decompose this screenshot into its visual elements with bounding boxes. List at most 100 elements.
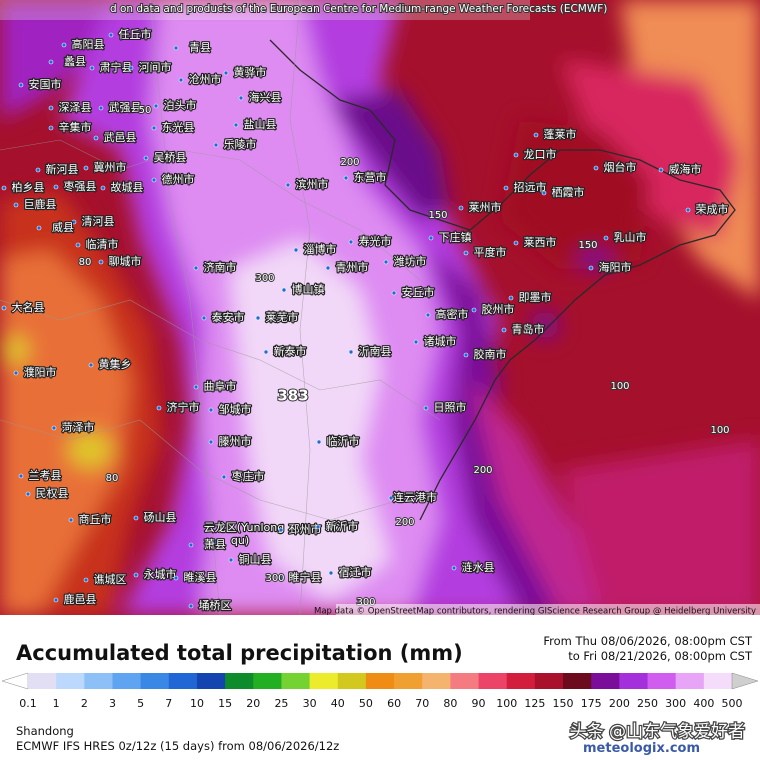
colorbar-tick-label: 7 <box>165 697 172 710</box>
city-dot <box>25 491 31 497</box>
city-label: 新沂市 <box>326 519 359 533</box>
city-dot <box>316 439 322 445</box>
contour-label: 100 <box>710 425 729 436</box>
city-label: 睢溪县 <box>184 571 217 584</box>
colorbar-bin <box>675 673 705 689</box>
coastline <box>269 39 736 521</box>
city-dot <box>53 184 59 190</box>
city-label: 乳山市 <box>614 230 647 244</box>
contour-label: 200 <box>395 517 414 528</box>
city-dot <box>223 70 229 76</box>
city-label: 海阳市 <box>599 260 632 274</box>
colorbar-tick-label: 500 <box>722 697 743 710</box>
city-label: 济宁市 <box>167 400 200 414</box>
city-dot <box>458 205 464 211</box>
city-label: 诸城市 <box>424 334 457 348</box>
contour-label: 150 <box>428 210 447 221</box>
colorbar-bin <box>168 673 198 689</box>
contour-label: 150 <box>578 240 597 251</box>
city-label: 连云港市 <box>393 490 437 504</box>
city-dot <box>1 305 7 311</box>
city-dot <box>51 425 57 431</box>
city-dot <box>193 265 199 271</box>
city-label: 肃宁县 <box>100 60 133 74</box>
city-label: 青岛市 <box>512 322 545 336</box>
city-label: 栖霞市 <box>552 185 585 199</box>
city-dot <box>263 349 269 355</box>
city-label: 蓬莱市 <box>544 127 577 141</box>
city-dot <box>503 185 509 191</box>
city-label: 下庄镇 <box>439 230 472 244</box>
colorbar-arrow-high <box>731 672 759 690</box>
city-dot <box>36 225 42 231</box>
city-dot <box>93 135 99 141</box>
contour-label: 200 <box>340 157 359 168</box>
city-label: 新泰市 <box>274 344 307 358</box>
colorbar-bin <box>225 673 254 689</box>
city-dot <box>278 527 284 533</box>
city-label: 邳州市 <box>289 522 322 536</box>
colorbar-bin <box>619 673 649 689</box>
city-dot <box>325 265 331 271</box>
city-dot <box>513 152 519 158</box>
city-dot <box>451 565 457 571</box>
colorbar-bin <box>84 673 113 689</box>
city-label: 濮阳市 <box>24 365 57 379</box>
city-label: 吴桥县 <box>154 151 187 164</box>
city-dot <box>413 339 419 345</box>
colorbar-tick-label: 25 <box>274 697 288 710</box>
city-dot <box>513 240 519 246</box>
city-dot <box>128 65 134 71</box>
city-label: 聊城市 <box>109 254 142 268</box>
colorbar-tick-label: 5 <box>137 697 144 710</box>
city-dot <box>463 250 469 256</box>
city-dot <box>71 219 77 225</box>
city-dot <box>98 259 104 265</box>
colorbar-tick-label: 20 <box>246 697 260 710</box>
city-dot <box>255 315 261 321</box>
city-label: 德州市 <box>162 172 195 186</box>
colorbar-bin <box>450 673 480 689</box>
colorbar-tick-label: 300 <box>665 697 686 710</box>
city-label: 兰考县 <box>29 469 62 482</box>
city-dot <box>685 207 691 213</box>
city-label: 东营市 <box>354 170 387 184</box>
city-dot <box>315 524 321 530</box>
colorbar-bin <box>563 673 592 689</box>
city-dot <box>348 239 354 245</box>
city-dot <box>603 235 609 241</box>
colorbar-tick-label: 0.1 <box>19 697 37 710</box>
contour-label: 200 <box>473 465 492 476</box>
city-label: 河间市 <box>139 60 172 74</box>
colorbar-tick-label: 1 <box>53 697 60 710</box>
city-label: 威海市 <box>669 162 702 176</box>
city-dot <box>48 59 54 65</box>
colorbar-tick-label: 100 <box>496 697 517 710</box>
colorbar-bin <box>703 673 733 689</box>
city-dot <box>48 125 54 131</box>
city-label: 乐陵市 <box>224 137 257 151</box>
city-dot <box>100 185 106 191</box>
city-label: 深泽县 <box>59 101 92 114</box>
colorbar-bin <box>337 673 367 689</box>
date-from: From Thu 08/06/2026, 08:00pm CST <box>543 634 753 648</box>
watermark: 头条 @山东气象爱好者 <box>570 722 745 742</box>
city-label: 安丘市 <box>402 285 435 299</box>
city-label: 商丘市 <box>79 512 112 526</box>
city-dot <box>133 515 139 521</box>
city-label: 盐山县 <box>244 118 277 131</box>
contour-label: 300 <box>265 573 284 584</box>
city-label: 莱芜市 <box>266 310 299 324</box>
city-dot <box>83 165 89 171</box>
colorbar-bin <box>253 673 282 689</box>
city-dot <box>208 439 214 445</box>
colorbar: 0.1 1 2 3 5 7 10 15 20 25 30 40 50 60 70 80 90 100 125 150 1… <box>1 672 759 710</box>
city-dot <box>508 295 514 301</box>
colorbar-bin <box>647 673 677 689</box>
colorbar-tick-label: 80 <box>443 697 457 710</box>
city-label: 铜山县 <box>239 552 272 566</box>
city-label: 东光县 <box>162 120 195 134</box>
city-label: 宿迁市 <box>339 565 372 579</box>
city-dot <box>61 42 67 48</box>
